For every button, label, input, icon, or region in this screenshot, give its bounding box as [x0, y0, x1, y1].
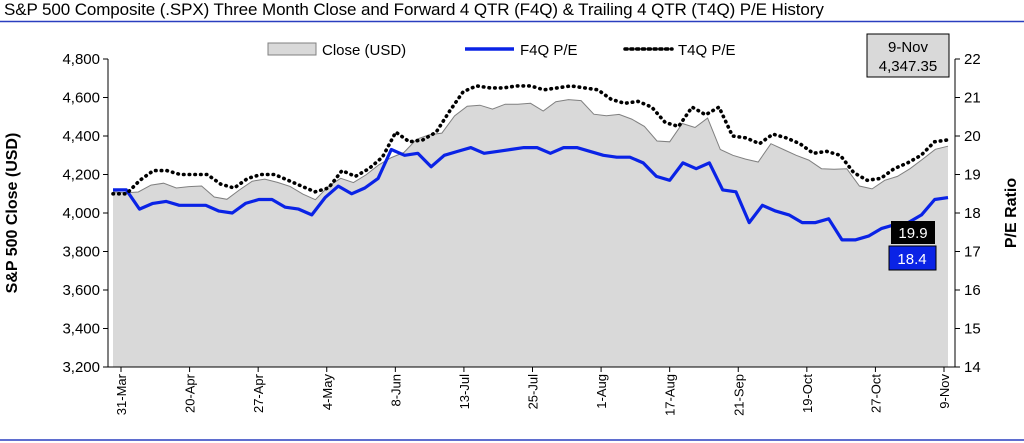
x-tick-label: 17-Aug: [663, 374, 678, 416]
x-tick-label: 19-Oct: [800, 374, 815, 413]
legend-entry-close: Close (USD): [322, 42, 406, 59]
callout-date: 9-Nov: [888, 39, 929, 56]
x-tick-label: 20-Apr: [183, 373, 198, 413]
y-tick-label: 3,800: [62, 244, 100, 261]
y-tick-label: 4,800: [62, 51, 100, 68]
callout-close-value: 4,347.35: [879, 58, 937, 75]
close-area-layer: [112, 99, 949, 367]
t4q-last-value: 19.9: [898, 225, 927, 242]
x-tick-label: 4-May: [320, 374, 335, 411]
y2-tick-label: 15: [964, 321, 981, 338]
f4q-last-label: 18.4: [888, 245, 937, 271]
x-tick-label: 27-Oct: [868, 374, 883, 413]
close-area: [113, 99, 948, 367]
f4q-pe-line: [113, 146, 949, 242]
y2-tick-label: 20: [964, 128, 981, 145]
y-tick-label: 3,200: [62, 359, 100, 376]
y2-tick-label: 17: [964, 244, 981, 261]
pe-lines-layer: [111, 84, 950, 242]
t4q-last-label: 19.9: [891, 221, 935, 244]
x-tick-label: 25-Jul: [526, 374, 541, 410]
y-tick-label: 3,600: [62, 282, 100, 299]
legend: Close (USD) F4Q P/E T4Q P/E: [267, 42, 736, 59]
f4q-last-value: 18.4: [897, 251, 926, 268]
x-tick-label: 13-Jul: [457, 374, 472, 410]
x-tick-label: 1-Aug: [594, 374, 609, 409]
y2-axis-title: P/E Ratio: [1003, 178, 1020, 248]
y-axis-title: S&P 500 Close (USD): [4, 133, 21, 294]
y2-tick-label: 18: [964, 205, 981, 222]
legend-entry-f4q: F4Q P/E: [520, 42, 578, 59]
close-line: [112, 99, 949, 201]
chart-title: S&P 500 Composite (.SPX) Three Month Clo…: [4, 0, 824, 19]
callout-box: [866, 33, 950, 78]
x-tick-label: 8-Jun: [388, 374, 403, 407]
y2-tick-label: 14: [964, 359, 981, 376]
y2-tick-label: 19: [964, 167, 981, 184]
legend-entry-t4q: T4Q P/E: [678, 42, 736, 59]
y2-tick-label: 21: [964, 90, 981, 107]
axes-layer: 3,200 3,400 3,600 3,800 4,000 4,200 4,400 4,600…: [62, 51, 980, 416]
y2-tick-label: 22: [964, 51, 981, 68]
x-tick-label: 9-Nov: [937, 374, 952, 409]
x-tick-label: 31-Mar: [114, 373, 129, 415]
t4q-pe-line: [111, 84, 950, 196]
x-tick-label: 27-Apr: [251, 373, 266, 413]
y-tick-label: 4,200: [62, 167, 100, 184]
y-tick-label: 4,400: [62, 128, 100, 145]
f4q-last-label-box: [888, 245, 937, 271]
legend-swatch-close: [267, 42, 317, 56]
t4q-last-label-box: [891, 221, 935, 244]
x-tick-label: 21-Sep: [731, 374, 746, 416]
y2-tick-label: 16: [964, 282, 981, 299]
y-tick-label: 3,400: [62, 321, 100, 338]
y-tick-label: 4,000: [62, 205, 100, 222]
y-tick-label: 4,600: [62, 90, 100, 107]
latest-value-callout: 9-Nov 4,347.35: [866, 33, 950, 78]
